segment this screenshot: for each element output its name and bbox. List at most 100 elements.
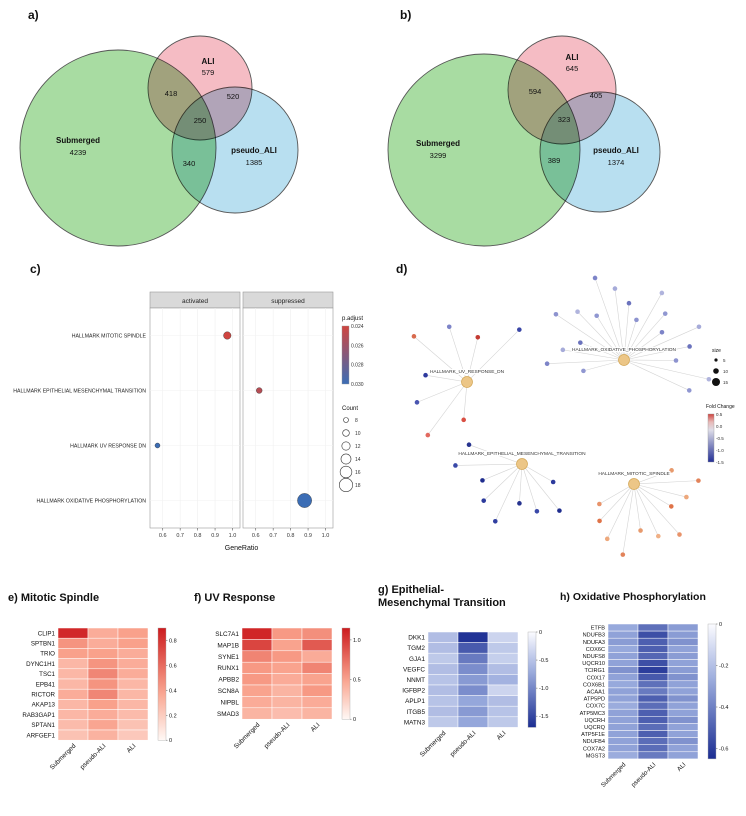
- svg-text:1.0: 1.0: [229, 533, 237, 539]
- heatmap-emt: DKK1 TGM2 GJA1 VEGFC NNMT IGFBP2 APLP1 ITGB5 MAT…: [402, 630, 548, 759]
- svg-text:-0.4: -0.4: [719, 705, 728, 711]
- svg-text:NIPBL: NIPBL: [221, 699, 240, 706]
- svg-text:0: 0: [719, 622, 722, 628]
- svg-text:size: size: [712, 348, 721, 354]
- svg-text:HALLMARK_OXIDATIVE_PHOSPHORYLA: HALLMARK_OXIDATIVE_PHOSPHORYLATION: [572, 347, 676, 353]
- panel-c-label: c): [30, 262, 41, 276]
- svg-text:EPB41: EPB41: [36, 681, 56, 688]
- svg-text:GJA1: GJA1: [409, 656, 425, 663]
- gsea-dotplot: activated 0.6 0.7 0.8 0.9 1.0 suppressed 0.6 0.7…: [13, 291, 364, 552]
- svg-text:SCN8A: SCN8A: [218, 688, 240, 695]
- svg-text:pseudo_ALI: pseudo_ALI: [231, 146, 277, 155]
- svg-text:suppressed: suppressed: [271, 298, 305, 305]
- svg-text:1.0: 1.0: [322, 533, 330, 539]
- svg-text:NDUFA3: NDUFA3: [583, 640, 605, 646]
- svg-text:520: 520: [227, 92, 240, 101]
- svg-text:ATP5PD: ATP5PD: [584, 697, 605, 703]
- venn-diagram-b: ALI 645 594 405 323 Submerged 3299 389 pseudo_AL…: [387, 35, 661, 247]
- svg-text:AKAP13: AKAP13: [32, 702, 56, 709]
- svg-text:ALI: ALI: [676, 761, 688, 773]
- svg-text:-0.2: -0.2: [719, 664, 728, 670]
- svg-text:ITGB5: ITGB5: [407, 709, 426, 716]
- svg-text:UQCRH: UQCRH: [584, 718, 605, 724]
- svg-text:Submerged: Submerged: [233, 721, 262, 750]
- svg-text:NDUFB3: NDUFB3: [583, 633, 605, 639]
- svg-text:ALI: ALI: [496, 730, 508, 742]
- svg-text:Fold Change: Fold Change: [706, 404, 735, 410]
- svg-text:HALLMARK_UV_RESPONSE_DN: HALLMARK_UV_RESPONSE_DN: [430, 369, 505, 375]
- svg-text:HALLMARK_EPITHELIAL_MESENCHYMA: HALLMARK_EPITHELIAL_MESENCHYMAL_TRANSITI…: [458, 451, 586, 457]
- svg-text:COX7C: COX7C: [586, 704, 605, 710]
- svg-text:RICTOR: RICTOR: [31, 692, 55, 699]
- svg-text:SLC7A1: SLC7A1: [215, 631, 239, 638]
- svg-text:0.028: 0.028: [351, 363, 364, 369]
- svg-text:1.0: 1.0: [353, 638, 361, 644]
- svg-text:594: 594: [529, 87, 542, 96]
- svg-text:MAP1B: MAP1B: [217, 642, 239, 649]
- svg-text:Submerged: Submerged: [416, 139, 460, 148]
- svg-text:HALLMARK OXIDATIVE PHOSPHORYLA: HALLMARK OXIDATIVE PHOSPHORYLATION: [36, 499, 146, 505]
- heatmap-uv-response: SLC7A1 MAP1B SYNE1 RUNX1 APBB2 SCN8A NIPBL SMAD…: [215, 627, 361, 750]
- svg-text:pseudo-ALI: pseudo-ALI: [449, 730, 478, 759]
- svg-text:10: 10: [355, 431, 361, 437]
- svg-text:0.024: 0.024: [351, 324, 364, 330]
- svg-text:COX7A2: COX7A2: [583, 746, 605, 752]
- svg-text:Count: Count: [342, 406, 358, 412]
- svg-text:389: 389: [548, 156, 561, 165]
- svg-text:pseudo-ALI: pseudo-ALI: [630, 761, 658, 789]
- svg-text:TCIRG1: TCIRG1: [584, 668, 605, 674]
- svg-text:3299: 3299: [430, 151, 447, 160]
- svg-text:250: 250: [194, 116, 207, 125]
- svg-text:645: 645: [566, 64, 579, 73]
- svg-text:ATP5F1E: ATP5F1E: [581, 732, 605, 738]
- svg-text:RAB3GAP1: RAB3GAP1: [22, 712, 55, 719]
- svg-text:Submerged: Submerged: [56, 136, 100, 145]
- svg-text:0: 0: [539, 630, 542, 636]
- svg-text:ALI: ALI: [202, 57, 215, 66]
- svg-text:340: 340: [183, 159, 196, 168]
- svg-text:-0.6: -0.6: [719, 747, 728, 753]
- svg-text:0.4: 0.4: [169, 688, 177, 694]
- heatmap-f-title: f) UV Response: [194, 592, 276, 604]
- svg-text:HALLMARK EPITHELIAL MESENCHYMA: HALLMARK EPITHELIAL MESENCHYMAL TRANSITI…: [13, 389, 146, 395]
- svg-text:p.adjust: p.adjust: [342, 316, 363, 322]
- svg-text:12: 12: [355, 444, 361, 450]
- svg-text:VEGFC: VEGFC: [403, 666, 425, 673]
- panel-d-label: d): [396, 262, 408, 276]
- svg-text:-1.0: -1.0: [539, 686, 548, 692]
- svg-text:MATN3: MATN3: [404, 719, 426, 726]
- gene-concept-network: HALLMARK_OXIDATIVE_PHOSPHORYLATION HALLMA…: [411, 275, 735, 557]
- svg-text:ALI: ALI: [566, 53, 579, 62]
- svg-text:NDUFB4: NDUFB4: [583, 739, 605, 745]
- svg-text:0: 0: [353, 717, 356, 723]
- svg-text:418: 418: [165, 89, 178, 98]
- svg-text:579: 579: [202, 68, 215, 77]
- svg-text:SYNE1: SYNE1: [218, 654, 239, 661]
- svg-text:activated: activated: [182, 298, 208, 305]
- svg-text:SPTAN1: SPTAN1: [31, 722, 55, 729]
- svg-text:ARFGEF1: ARFGEF1: [26, 732, 55, 739]
- svg-text:HALLMARK UV RESPONSE DN: HALLMARK UV RESPONSE DN: [70, 444, 146, 450]
- svg-text:0.030: 0.030: [351, 382, 364, 388]
- svg-text:5: 5: [723, 358, 726, 363]
- svg-text:TGM2: TGM2: [407, 645, 425, 652]
- svg-text:0.6: 0.6: [252, 533, 260, 539]
- svg-text:0.8: 0.8: [287, 533, 295, 539]
- svg-text:-0.5: -0.5: [716, 436, 724, 441]
- svg-text:0.5: 0.5: [353, 678, 361, 684]
- svg-text:-1.0: -1.0: [716, 448, 724, 453]
- svg-text:HALLMARK MITOTIC SPINDLE: HALLMARK MITOTIC SPINDLE: [72, 334, 147, 340]
- svg-text:APLP1: APLP1: [405, 698, 425, 705]
- svg-text:0.6: 0.6: [159, 533, 167, 539]
- svg-text:NDUFS8: NDUFS8: [583, 654, 605, 660]
- svg-text:IGFBP2: IGFBP2: [402, 688, 425, 695]
- svg-text:15: 15: [723, 380, 729, 385]
- svg-text:0.8: 0.8: [169, 638, 177, 644]
- svg-text:DKK1: DKK1: [408, 635, 425, 642]
- svg-text:ACAA1: ACAA1: [587, 689, 605, 695]
- svg-text:18: 18: [355, 483, 361, 489]
- svg-text:NNMT: NNMT: [407, 677, 426, 684]
- svg-text:UQCRQ: UQCRQ: [584, 725, 605, 731]
- svg-text:0.9: 0.9: [304, 533, 312, 539]
